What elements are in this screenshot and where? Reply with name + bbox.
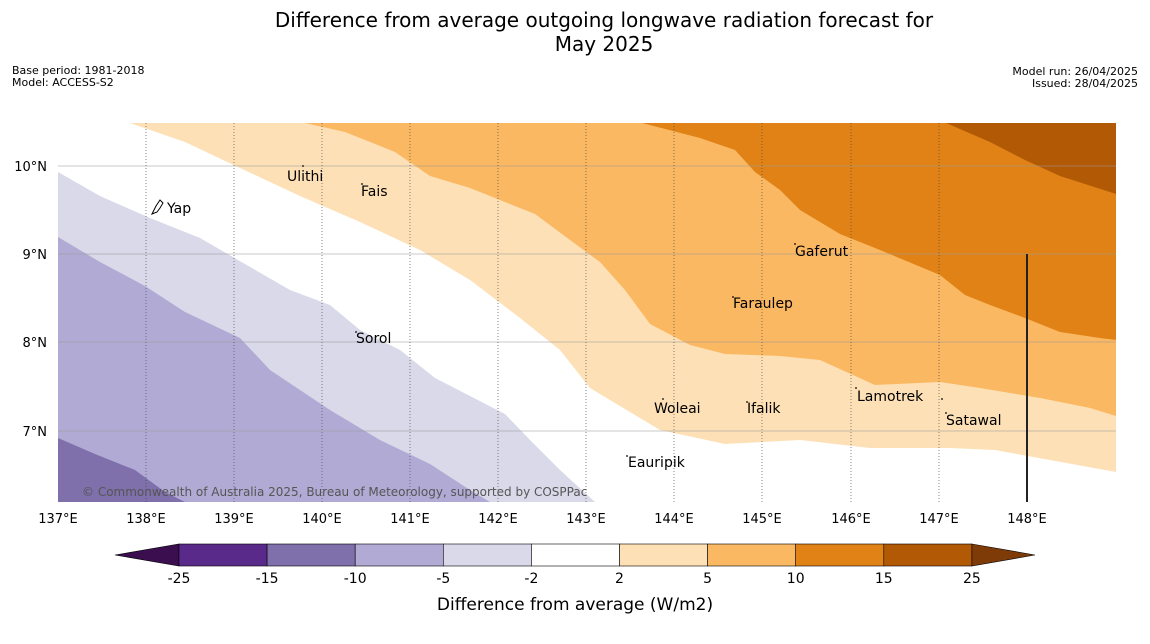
colorbar-segment — [619, 543, 708, 567]
place-label-ulithi: Ulithi — [287, 169, 323, 185]
place-label-satawal: Satawal — [946, 413, 1001, 429]
colorbar-tick-label: -5 — [436, 571, 450, 587]
colorbar-segment — [883, 543, 973, 567]
yap-island-shape — [150, 199, 164, 215]
lon-tick-label: 148°E — [1007, 512, 1047, 527]
lat-tick-label: 7°N — [23, 425, 48, 440]
colorbar: -25 -15 -10 -5 -2 2 5 10 15 25 Difference from av… — [114, 543, 1036, 615]
island-markers — [302, 165, 947, 457]
place-label-gaferut: Gaferut — [795, 244, 849, 260]
lon-tick-label: 146°E — [831, 512, 871, 527]
place-label-faraulep: Faraulep — [733, 296, 793, 312]
chart-title: Difference from average outgoing longwav… — [0, 8, 1150, 56]
place-label-eauripik: Eauripik — [628, 455, 686, 471]
colorbar-tick-label: -15 — [256, 571, 279, 587]
contour-band-neg10 — [58, 237, 490, 502]
lon-tick-label: 144°E — [654, 512, 694, 527]
colorbar-segment — [531, 543, 620, 567]
colorbar-tick-label: 5 — [703, 571, 712, 587]
colorbar-extend-max — [971, 543, 1036, 567]
base-info: Base period: 1981-2018 Model: ACCESS-S2 — [12, 65, 144, 89]
colorbar-tick-label: 15 — [875, 571, 893, 587]
longitude-gridlines — [145, 123, 940, 502]
colorbar-tick-label: -10 — [344, 571, 367, 587]
lon-tick-label: 137°E — [38, 512, 78, 527]
lat-tick-label: 8°N — [23, 336, 48, 351]
colorbar-extend-min — [114, 543, 180, 567]
model-name: Model: ACCESS-S2 — [12, 76, 114, 89]
colorbar-segment — [178, 543, 268, 567]
colorbar-segment — [354, 543, 444, 567]
lon-tick-label: 138°E — [126, 512, 166, 527]
contour-band-pos15 — [946, 123, 1116, 194]
place-label-woleai: Woleai — [654, 401, 701, 417]
place-label-lamotrek: Lamotrek — [857, 389, 924, 405]
colorbar-segment — [707, 543, 796, 567]
contour-band-pos10 — [642, 123, 1116, 340]
colorbar-tick-label: 2 — [615, 571, 624, 587]
place-label-ifalik: Ifalik — [747, 401, 781, 417]
colorbar-segment — [442, 543, 532, 567]
colorbar-tick-label: -2 — [524, 571, 538, 587]
run-info: Model run: 26/04/2025 Issued: 28/04/2025 — [1012, 66, 1138, 90]
colorbar-label: Difference from average (W/m2) — [437, 595, 713, 615]
lon-tick-label: 143°E — [566, 512, 606, 527]
place-label-sorol: Sorol — [356, 331, 391, 347]
lat-tick-label: 10°N — [14, 160, 47, 175]
colorbar-tick-label: -25 — [168, 571, 191, 587]
lon-tick-label: 147°E — [919, 512, 959, 527]
place-label-fais: Fais — [361, 184, 388, 200]
lon-tick-label: 140°E — [302, 512, 342, 527]
place-label-yap: Yap — [166, 201, 191, 217]
lat-tick-label: 9°N — [23, 248, 48, 263]
copyright-notice: © Commonwealth of Australia 2025, Bureau… — [82, 485, 587, 499]
lon-tick-label: 141°E — [390, 512, 430, 527]
map-panel: Ulithi Fais Yap Gaferut Faraulep Sorol W… — [58, 123, 1116, 502]
base-period: Base period: 1981-2018 — [12, 64, 145, 77]
title-line-1: Difference from average outgoing longwav… — [274, 8, 934, 32]
colorbar-tick-label: 25 — [963, 571, 981, 587]
lon-tick-label: 142°E — [478, 512, 518, 527]
lon-tick-label: 145°E — [742, 512, 782, 527]
colorbar-segment — [266, 543, 356, 567]
issued-date: Issued: 28/04/2025 — [1031, 77, 1138, 90]
colorbar-tick-label: 10 — [787, 571, 805, 587]
colorbar-segment — [795, 543, 885, 567]
model-run: Model run: 26/04/2025 — [1012, 65, 1138, 78]
title-line-2: May 2025 — [554, 32, 654, 56]
contour-band-neg15 — [58, 438, 185, 502]
lon-tick-label: 139°E — [214, 512, 254, 527]
